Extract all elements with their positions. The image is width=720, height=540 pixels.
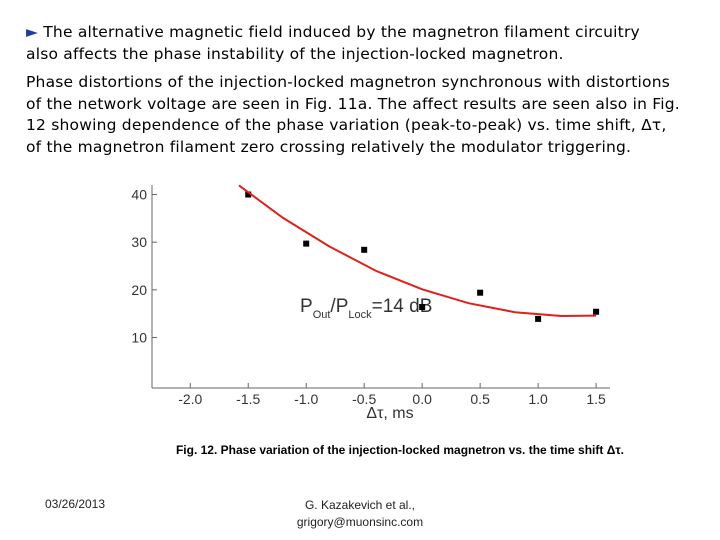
footer-date: 03/26/2013 [44, 497, 106, 511]
data-point [535, 315, 542, 322]
annotation: POut/PLock=14 dB [300, 296, 432, 321]
x-tick-label: -1.0 [294, 391, 318, 407]
annotation-part: Out [313, 309, 331, 321]
header-line: The alternative magnetic field induced b… [43, 23, 640, 41]
y-tick-label: 20 [131, 282, 147, 298]
x-tick-label: -1.5 [236, 391, 260, 407]
caption: Fig. 12. Phase variation of the injectio… [175, 443, 625, 457]
y-tick-label: 10 [131, 329, 147, 345]
footer-author: G. Kazakevich et al., grigory@muonsinc.c… [260, 497, 460, 531]
x-tick-label: 0.0 [412, 391, 432, 407]
body-line: of the magnetron filament zero crossing … [26, 137, 632, 156]
annotation-part: P [300, 296, 313, 317]
x-tick-label: -0.5 [352, 391, 376, 407]
bullet: ► [26, 23, 39, 41]
x-tick-label: 1.5 [586, 391, 606, 407]
x-tick-label: 1.0 [528, 391, 548, 407]
annotation-part: =14 dB [372, 296, 433, 317]
data-point [419, 303, 426, 310]
chart: POut/PLock=14 dB Δτ, ms 10 20 30 40 -2.0 -1.5… [131, 184, 610, 422]
body-line: 12 showing dependence of the phase varia… [26, 116, 667, 134]
body-line: of the network voltage are seen in Fig. … [26, 94, 680, 113]
author-line: G. Kazakevich et al., [304, 498, 416, 512]
body-line: Phase distortions of the injection-locke… [26, 73, 671, 91]
y-tick-label: 30 [131, 234, 147, 250]
data-point [361, 246, 368, 253]
annotation-part: Lock [348, 309, 372, 321]
x-tick-label: 0.5 [470, 391, 490, 407]
body-text: Phase distortions of the injection-locke… [26, 72, 680, 158]
x-tick-label: -2.0 [178, 391, 202, 407]
data-point [477, 289, 484, 296]
y-tick-label: 40 [131, 187, 147, 203]
data-point [303, 240, 310, 247]
annotation-part: /P [330, 296, 348, 317]
data-point [593, 308, 600, 315]
x-axis-label: Δτ, ms [366, 405, 413, 422]
header-line: also affects the phase instability of th… [26, 44, 564, 63]
header: ► The alternative magnetic field induced… [26, 22, 640, 65]
fit-curve [238, 184, 597, 318]
author-line: grigory@muonsinc.com [296, 515, 424, 529]
data-point [245, 191, 252, 198]
